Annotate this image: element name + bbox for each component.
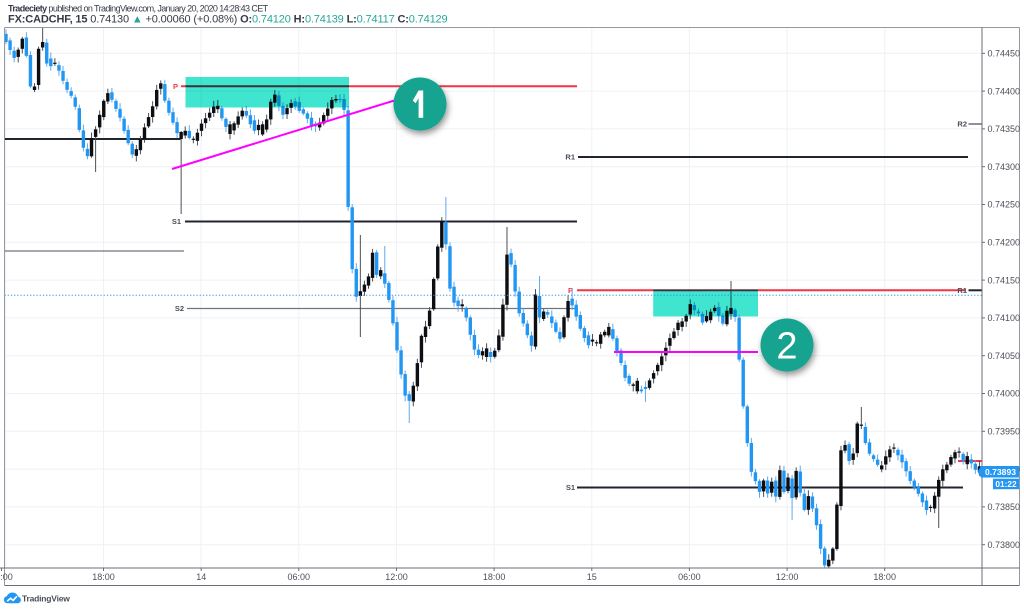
svg-text:0.74100: 0.74100 bbox=[988, 313, 1021, 323]
svg-text:0.74300: 0.74300 bbox=[988, 162, 1021, 172]
svg-text:12:00: 12:00 bbox=[385, 572, 408, 582]
svg-text:R2: R2 bbox=[957, 120, 967, 129]
svg-text:12:00: 12:00 bbox=[0, 572, 13, 582]
svg-text:Tradeciety published on Tradin: Tradeciety published on TradingView.com,… bbox=[8, 4, 269, 14]
svg-text:18:00: 18:00 bbox=[873, 572, 896, 582]
svg-text:0.74250: 0.74250 bbox=[988, 200, 1021, 210]
svg-text:S2: S2 bbox=[175, 304, 184, 313]
svg-text:FX:CADCHF, 15 0.74130 ▲ +0.00: FX:CADCHF, 15 0.74130 ▲ +0.00060 (+0.08%… bbox=[8, 14, 448, 26]
svg-text:0.74450: 0.74450 bbox=[988, 49, 1021, 59]
svg-text:0.73893: 0.73893 bbox=[985, 467, 1016, 477]
svg-text:R1: R1 bbox=[957, 286, 967, 295]
svg-text:2: 2 bbox=[776, 326, 797, 368]
svg-text:0.74150: 0.74150 bbox=[988, 275, 1021, 285]
svg-text:18:00: 18:00 bbox=[483, 572, 506, 582]
svg-text:0.74050: 0.74050 bbox=[988, 351, 1021, 361]
svg-text:0.73850: 0.73850 bbox=[988, 502, 1021, 512]
svg-text:12:00: 12:00 bbox=[776, 572, 799, 582]
svg-text:0.73950: 0.73950 bbox=[988, 427, 1021, 437]
svg-text:18:00: 18:00 bbox=[92, 572, 115, 582]
svg-text:0.74200: 0.74200 bbox=[988, 238, 1021, 248]
svg-text:P: P bbox=[173, 82, 178, 91]
svg-text:15: 15 bbox=[587, 572, 597, 582]
svg-text:S1: S1 bbox=[566, 483, 575, 492]
svg-text:0.74350: 0.74350 bbox=[988, 124, 1021, 134]
svg-text:01:22: 01:22 bbox=[995, 479, 1017, 489]
svg-text:0.74000: 0.74000 bbox=[988, 389, 1021, 399]
svg-text:06:00: 06:00 bbox=[288, 572, 311, 582]
svg-text:TradingView: TradingView bbox=[22, 594, 70, 604]
svg-text:P: P bbox=[568, 286, 573, 295]
svg-text:R1: R1 bbox=[565, 153, 575, 162]
svg-text:06:00: 06:00 bbox=[678, 572, 701, 582]
svg-text:0.73800: 0.73800 bbox=[988, 540, 1021, 550]
svg-text:0.74400: 0.74400 bbox=[988, 86, 1021, 96]
svg-text:S1: S1 bbox=[172, 217, 181, 226]
svg-text:14: 14 bbox=[196, 572, 206, 582]
